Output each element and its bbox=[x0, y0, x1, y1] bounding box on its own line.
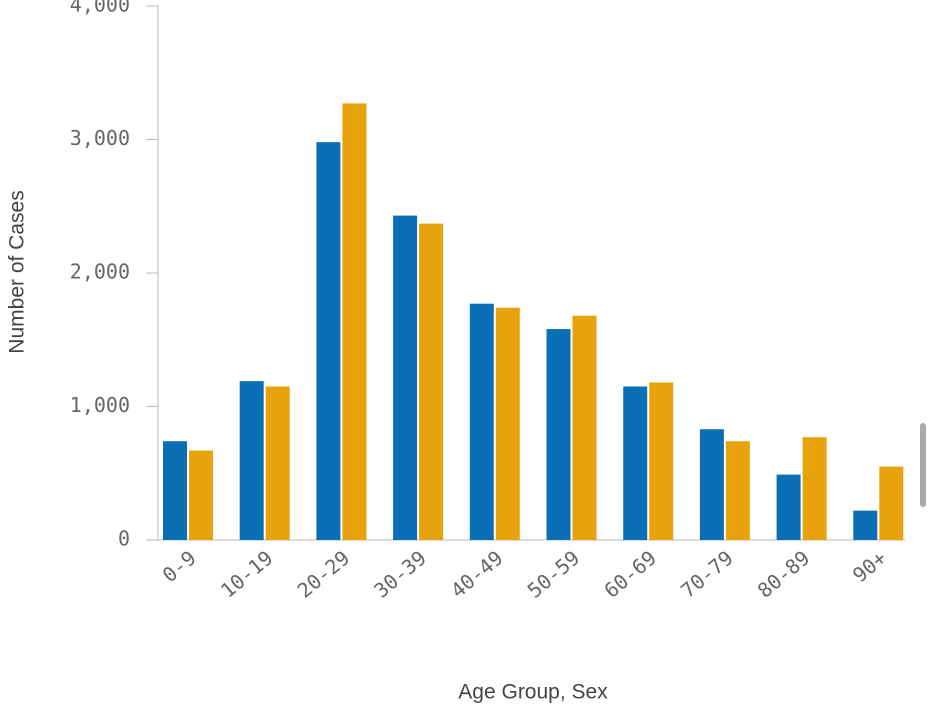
x-tick-label: 10-19 bbox=[216, 546, 278, 603]
x-tick-label: 40-49 bbox=[446, 546, 508, 603]
bar bbox=[776, 474, 801, 540]
bar bbox=[699, 429, 724, 540]
bar bbox=[623, 386, 648, 540]
bar bbox=[802, 437, 827, 540]
bar bbox=[853, 510, 878, 540]
y-axis-label: Number of Cases bbox=[6, 190, 29, 353]
bar bbox=[316, 142, 341, 541]
bar bbox=[163, 441, 187, 540]
bar bbox=[546, 329, 571, 540]
bar bbox=[879, 466, 904, 540]
x-tick-label: 90+ bbox=[848, 546, 891, 588]
bar bbox=[342, 103, 367, 540]
bar bbox=[572, 315, 597, 540]
x-tick-label: 80-89 bbox=[753, 546, 815, 603]
x-tick-label: 30-39 bbox=[369, 546, 431, 603]
x-tick-label: 60-69 bbox=[599, 546, 661, 603]
bar bbox=[189, 450, 213, 540]
x-tick-label: 50-59 bbox=[523, 546, 585, 603]
bar bbox=[469, 303, 494, 540]
y-tick-label: 4,000 bbox=[70, 0, 130, 17]
x-tick-label: 0-9 bbox=[158, 546, 201, 588]
x-tick-label: 20-29 bbox=[293, 546, 355, 603]
bar bbox=[649, 382, 674, 540]
bar bbox=[419, 223, 444, 541]
x-tick-label: 70-79 bbox=[676, 546, 738, 603]
y-tick-label: 1,000 bbox=[70, 393, 130, 417]
y-tick-label: 0 bbox=[118, 527, 130, 551]
bar bbox=[265, 386, 290, 540]
scrollbar[interactable] bbox=[920, 423, 926, 507]
bar bbox=[239, 381, 264, 540]
y-tick-label: 2,000 bbox=[70, 260, 130, 284]
bar bbox=[725, 441, 750, 540]
y-tick-label: 3,000 bbox=[70, 126, 130, 150]
bar bbox=[495, 307, 520, 540]
x-axis-label: Age Group, Sex bbox=[458, 681, 608, 704]
bar bbox=[393, 215, 418, 540]
